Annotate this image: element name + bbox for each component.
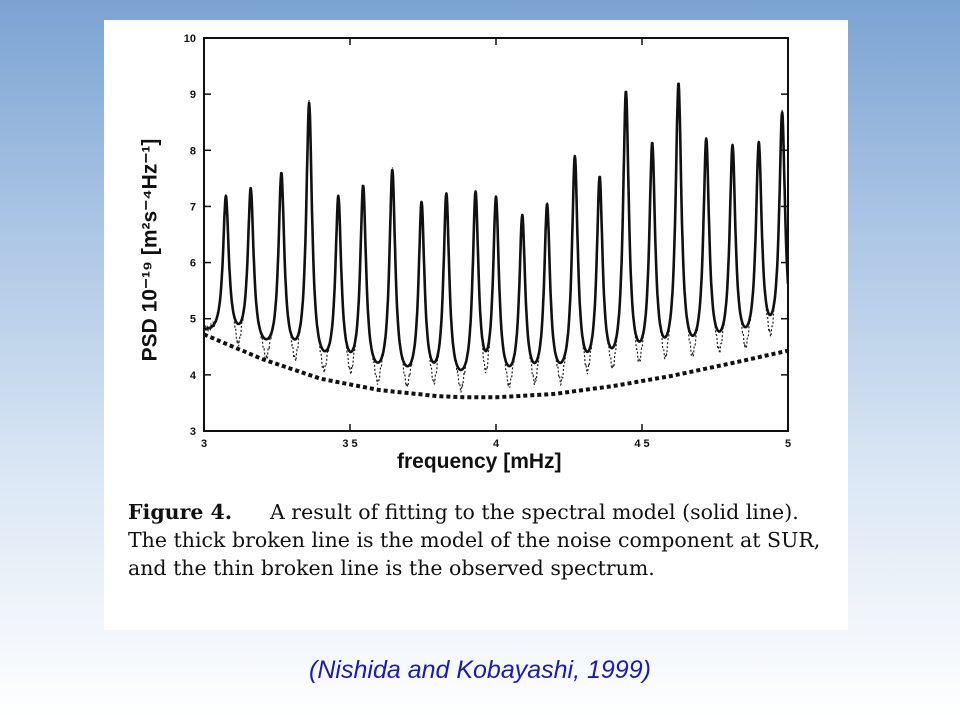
x-tick-label: 3: [201, 438, 207, 450]
x-tick-label: 4 5: [634, 438, 649, 450]
plot-frame: [203, 37, 789, 432]
figure-panel: 3 3 5 4 4 5 5 3 4 5 6 7 8 9 10 PSD 10⁻¹⁹ [m²s⁻⁴Hz⁻¹]…: [104, 20, 848, 630]
spectral-model-line: [204, 82, 788, 372]
psd-chart: 3 3 5 4 4 5 5 3 4 5 6 7 8 9 10: [184, 33, 791, 450]
x-tick-label: 3 5: [342, 438, 357, 450]
x-axis-label: frequency [mHz]: [397, 450, 562, 473]
y-tick-label: 5: [190, 314, 196, 326]
y-axis-label-text: PSD 10⁻¹⁹ [m²s⁻⁴Hz⁻¹]: [138, 138, 162, 362]
y-tick-label: 3: [190, 426, 196, 438]
y-tick-label: 8: [190, 145, 196, 157]
x-tick-label: 4: [493, 438, 500, 450]
figure-label: Figure 4.: [128, 500, 232, 524]
caption-text: A result of fitting to the spectral mode…: [128, 500, 821, 580]
y-tick-label: 6: [190, 258, 196, 270]
citation: (Nishida and Kobayashi, 1999): [309, 656, 651, 684]
noise-model-line: [204, 332, 788, 400]
y-tick-label: 7: [190, 201, 196, 213]
y-tick-label: 9: [190, 89, 196, 101]
observed-spectrum-line: [204, 81, 788, 393]
x-tick-label: 5: [785, 438, 791, 450]
y-tick-label: 4: [190, 370, 197, 382]
y-tick-label: 10: [184, 33, 196, 45]
figure-caption: Figure 4. A result of fitting to the spec…: [128, 498, 840, 582]
